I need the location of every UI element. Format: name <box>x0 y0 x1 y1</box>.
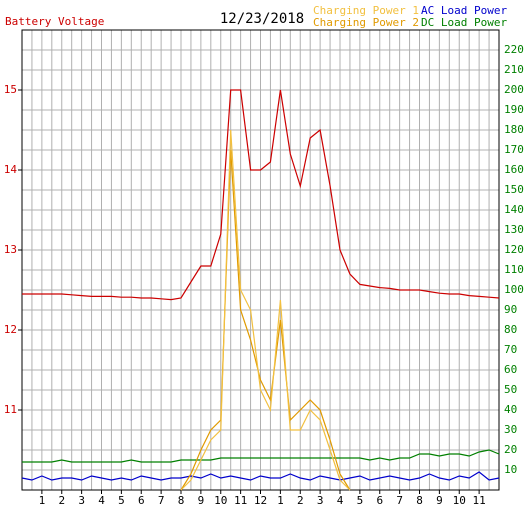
y2-tick-label: 190 <box>504 103 524 116</box>
y2-tick-label: 120 <box>504 243 524 256</box>
y2-tick-label: 220 <box>504 43 524 56</box>
x-tick-label: 9 <box>436 494 443 507</box>
series-line <box>22 89 500 301</box>
x-tick-label: 5 <box>357 494 364 507</box>
y2-tick-label: 110 <box>504 263 524 276</box>
legend-entry: Charging Power 2 <box>313 16 419 29</box>
x-tick-label: 7 <box>158 494 165 507</box>
y2-tick-label: 50 <box>504 383 517 396</box>
x-tick-label: 3 <box>317 494 324 507</box>
y-tick-label: 13 <box>4 243 17 256</box>
y2-tick-label: 60 <box>504 363 517 376</box>
x-tick-label: 4 <box>98 494 105 507</box>
x-tick-label: 2 <box>297 494 304 507</box>
y2-tick-label: 130 <box>504 223 524 236</box>
y2-tick-label: 180 <box>504 123 524 136</box>
y2-tick-label: 10 <box>504 463 517 476</box>
y-tick-label: 11 <box>4 403 17 416</box>
y2-tick-label: 20 <box>504 443 517 456</box>
y2-tick-label: 70 <box>504 343 517 356</box>
y2-tick-label: 30 <box>504 423 517 436</box>
y2-tick-label: 200 <box>504 83 524 96</box>
chart-title: 12/23/2018 <box>220 11 304 27</box>
y2-tick-label: 210 <box>504 63 524 76</box>
x-tick-label: 8 <box>178 494 185 507</box>
x-tick-label: 3 <box>78 494 85 507</box>
x-tick-label: 1 <box>39 494 46 507</box>
y2-tick-label: 170 <box>504 143 524 156</box>
legend-entry: DC Load Power <box>421 16 507 29</box>
legend-entry: AC Load Power <box>421 4 507 17</box>
x-tick-label: 5 <box>118 494 125 507</box>
x-tick-label: 12 <box>254 494 267 507</box>
y2-tick-label: 100 <box>504 283 524 296</box>
y2-tick-label: 140 <box>504 203 524 216</box>
plot-frame <box>21 29 500 491</box>
x-tick-label: 8 <box>416 494 423 507</box>
series-line <box>180 129 351 491</box>
y2-tick-label: 150 <box>504 183 524 196</box>
x-tick-label: 10 <box>214 494 227 507</box>
legend-entry: Charging Power 1 <box>313 4 419 17</box>
x-tick-label: 9 <box>198 494 205 507</box>
x-tick-label: 7 <box>396 494 403 507</box>
series-line <box>22 449 500 463</box>
x-tick-label: 2 <box>58 494 65 507</box>
y2-tick-label: 90 <box>504 303 517 316</box>
series-line <box>180 149 351 491</box>
y2-tick-label: 80 <box>504 323 517 336</box>
x-tick-label: 1 <box>277 494 284 507</box>
x-tick-label: 11 <box>473 494 486 507</box>
series-line <box>21 471 500 481</box>
y-tick-label: 15 <box>4 83 17 96</box>
x-tick-label: 6 <box>138 494 145 507</box>
y-tick-label: 14 <box>4 163 18 176</box>
x-tick-label: 4 <box>337 494 344 507</box>
y-tick-label: 12 <box>4 323 17 336</box>
y2-tick-label: 160 <box>504 163 524 176</box>
x-tick-label: 11 <box>234 494 247 507</box>
x-tick-label: 10 <box>453 494 466 507</box>
x-tick-label: 6 <box>376 494 383 507</box>
y2-tick-label: 40 <box>504 403 517 416</box>
legend-entry: Battery Voltage <box>5 15 104 28</box>
